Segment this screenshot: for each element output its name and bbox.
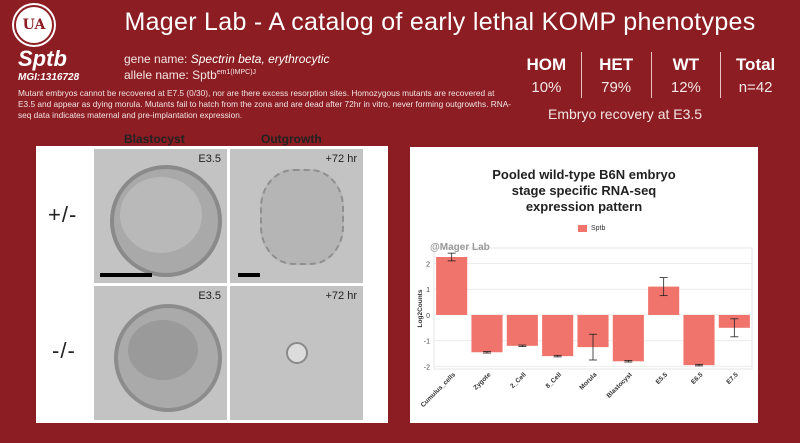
image-tag: E3.5 [198, 290, 221, 302]
x-tick-label: Cumulus_cells [420, 371, 458, 409]
image-tag: E3.5 [198, 153, 221, 165]
recovery-caption: Embryo recovery at E3.5 [548, 106, 703, 122]
x-tick-label: E5.5 [655, 371, 670, 386]
allele-name: allele name: Sptbem1(IMPC)J [124, 68, 256, 82]
y-tick-label: -2 [424, 364, 430, 371]
phenotype-description: Mutant embryos cannot be recovered at E7… [18, 88, 512, 120]
chart-title-line: expression pattern [525, 199, 643, 214]
image-tag: +72 hr [325, 290, 358, 302]
bar [683, 314, 715, 366]
bar [506, 314, 538, 346]
header-total: Total [720, 52, 790, 78]
scale-bar [238, 273, 260, 277]
row-label-het: +/- [48, 202, 78, 227]
image-hom-outgrowth: +72 hr [230, 286, 363, 420]
dead-embryo [286, 342, 308, 364]
x-tick-label: 2_Cell [509, 371, 528, 390]
x-tick-label: E7.5 [725, 371, 740, 386]
rna-seq-chart-panel: Pooled wild-type B6N embryo stage specif… [410, 147, 758, 423]
embryo-morula [128, 320, 198, 380]
genotype-header-row: HOM HET WT Total [512, 52, 790, 78]
y-tick-label: 2 [426, 261, 430, 268]
allele-base: Sptb [192, 68, 217, 82]
mgi-id: MGI:1316728 [18, 72, 80, 83]
genotype-table: HOM HET WT Total 10% 79% 12% n=42 [512, 52, 790, 98]
row-label-hom: -/- [52, 338, 76, 363]
value-hom: 10% [531, 79, 562, 96]
chart-legend: Sptb [578, 225, 605, 232]
gene-name-label: gene name: [124, 52, 188, 66]
x-tick-label: Morula [578, 371, 598, 391]
legend-swatch [578, 225, 587, 232]
x-tick-label: E6.5 [690, 371, 705, 386]
y-tick-label: -1 [424, 339, 430, 346]
y-tick-label: 0 [426, 313, 430, 320]
university-seal-logo: UA [12, 3, 56, 47]
header-het: HET [580, 52, 651, 78]
embryo-image-panel: Blastocyst Outgrowth +/- -/- E3.5 +72 hr… [36, 132, 388, 423]
chart-title: Pooled wild-type B6N embryo stage specif… [410, 167, 758, 215]
allele-name-label: allele name: [124, 68, 189, 82]
scale-bar [100, 273, 152, 277]
chart-title-line: stage specific RNA-seq [511, 183, 657, 198]
bar [612, 314, 644, 362]
gene-name: gene name: Spectrin beta, erythrocytic [124, 52, 329, 66]
outgrowth-cells [260, 169, 344, 265]
allele-superscript: em1(IMPC)J [216, 69, 257, 76]
watermark: @Mager Lab [430, 242, 490, 253]
image-het-outgrowth: +72 hr [230, 149, 363, 283]
column-label-blastocyst: Blastocyst [124, 132, 185, 146]
image-het-blastocyst: E3.5 [94, 149, 227, 283]
x-tick-label: 8_Cell [545, 371, 564, 390]
y-tick-label: 1 [426, 287, 430, 294]
header-hom: HOM [526, 55, 567, 74]
value-total: n=42 [720, 78, 790, 98]
legend-label: Sptb [591, 225, 606, 232]
column-label-outgrowth: Outgrowth [261, 132, 322, 146]
genotype-value-row: 10% 79% 12% n=42 [512, 78, 790, 98]
x-tick-label: Blastocyst [606, 371, 635, 400]
bar [436, 257, 468, 315]
embryo-inner [120, 177, 202, 253]
y-axis-label: Log2Counts [417, 289, 424, 327]
bar [471, 314, 503, 353]
image-hom-blastocyst: E3.5 [94, 286, 227, 420]
header-wt: WT [650, 52, 721, 78]
value-het: 79% [580, 78, 651, 98]
gene-name-value: Spectrin beta, erythrocytic [190, 52, 330, 66]
value-wt: 12% [650, 78, 721, 98]
bar-chart: 2 1 0 -1 -2 Log2Counts Cumulus_cells Zygote 2_Ce… [417, 247, 753, 409]
bar [542, 314, 574, 357]
seal-text: UA [14, 5, 54, 45]
chart-title-line: Pooled wild-type B6N embryo [492, 167, 676, 182]
page-title: Mager Lab - A catalog of early lethal KO… [124, 8, 756, 36]
gene-symbol: Sptb [18, 46, 67, 71]
x-tick-label: Zygote [472, 371, 492, 391]
image-tag: +72 hr [325, 153, 358, 165]
